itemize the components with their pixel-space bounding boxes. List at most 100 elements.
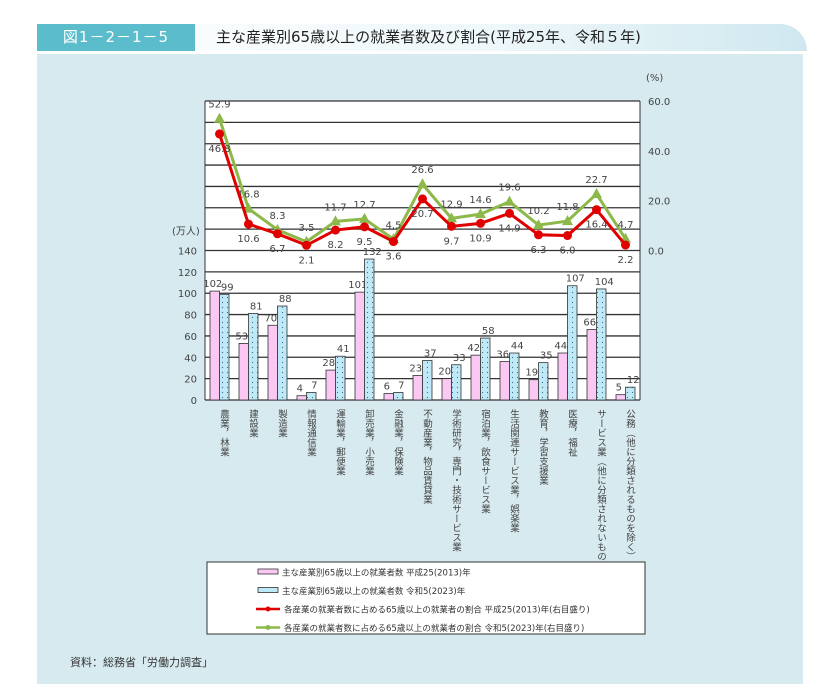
ratio-2013-label: 8.2	[328, 240, 344, 251]
ratio-2013-point	[592, 205, 601, 215]
bar-2023-label: 88	[279, 294, 292, 305]
bar-2023	[277, 305, 288, 401]
category-label: 建設業	[247, 408, 259, 438]
legend-label: 各産業の就業者数に占める65歳以上の就業者の割合 平成25(2013)年(右目盛…	[284, 605, 590, 616]
ratio-2013-point	[505, 208, 514, 218]
bar-2023	[306, 392, 317, 401]
bar-2023	[219, 293, 230, 401]
bar-2023	[509, 352, 520, 401]
ratio-2013-point	[476, 218, 485, 228]
left-tick-label: 120	[178, 268, 197, 279]
legend-marker	[265, 606, 271, 612]
legend-label: 主な産業別65歳以上の就業者数 平成25(2013)年	[282, 568, 471, 579]
bar-2013	[528, 379, 539, 401]
right-tick-label: 20.0	[648, 197, 670, 208]
bar-2023	[538, 362, 549, 401]
ratio-2013-label: 6.7	[270, 244, 286, 255]
bar-2023-label: 12	[627, 375, 640, 386]
ratio-2023-point	[359, 212, 370, 223]
bar-2013	[354, 291, 365, 401]
ratio-2013-label: 20.7	[411, 209, 433, 220]
ratio-2023-label: 52.9	[208, 100, 230, 111]
bar-2023-label: 99	[221, 282, 234, 293]
bar-2013-label: 53	[235, 331, 248, 342]
ratio-2023-label: 3.5	[299, 223, 315, 234]
category-label: 運輸業，郵便業	[334, 409, 346, 476]
bar-2013	[441, 378, 452, 401]
ratio-2023-label: 16.8	[237, 190, 259, 201]
ratio-2023-point	[562, 215, 573, 226]
bar-2013	[412, 375, 423, 401]
ratio-2013-point	[273, 229, 282, 239]
figure-number: 図1－2－1－5	[37, 24, 195, 51]
bar-2023-label: 44	[511, 341, 524, 352]
bar-2023	[451, 364, 462, 401]
bar-2013-label: 6	[384, 382, 390, 393]
source-note: 資料：総務省「労働力調査」	[70, 656, 213, 669]
bar-2013-label: 102	[203, 279, 222, 290]
bar-2023-label: 107	[566, 274, 585, 285]
ratio-2023-label: 14.6	[469, 195, 491, 206]
legend-marker	[265, 625, 271, 630]
legend-label: 主な産業別65歳以上の就業者数 令和5(2023)年	[282, 586, 466, 597]
ratio-2023-point	[243, 202, 254, 213]
bar-2013-label: 66	[583, 318, 596, 329]
chart-title: 主な産業別65歳以上の就業者数及び割合(平成25年、令和５年)	[216, 28, 641, 46]
bar-2023	[364, 258, 375, 401]
ratio-2013-point	[302, 240, 311, 250]
bar-2023	[567, 285, 578, 401]
ratio-2023-label: 10.2	[527, 206, 549, 217]
ratio-2023-point	[504, 195, 515, 206]
ratio-2013-point	[534, 230, 543, 240]
legend-swatch	[257, 568, 279, 575]
ratio-2023-point	[214, 112, 225, 123]
left-tick-label: 60	[184, 332, 197, 343]
bar-2023-label: 7	[311, 381, 317, 392]
ratio-2013-point	[389, 237, 398, 247]
bar-2013-label: 101	[348, 280, 367, 291]
right-axis-unit: (%)	[646, 73, 663, 84]
category-label: 不動産業，物品賃貸業	[421, 409, 433, 505]
ratio-2013-label: 14.9	[498, 223, 520, 234]
bar-2013-label: 28	[322, 358, 335, 369]
ratio-2013-point	[447, 221, 456, 231]
ratio-2013-label: 9.5	[357, 237, 373, 248]
ratio-2023-point	[446, 212, 457, 223]
ratio-2013-point	[621, 240, 630, 250]
ratio-2013-label: 2.1	[299, 255, 315, 266]
bar-2023-label: 81	[250, 302, 263, 313]
bar-2023-label: 33	[453, 353, 466, 364]
left-tick-label: 80	[184, 311, 197, 322]
category-label: 金融業，保険業	[392, 408, 404, 476]
ratio-2023-label: 8.3	[270, 211, 286, 222]
bar-2023	[625, 386, 636, 401]
ratio-2013-point	[244, 219, 253, 229]
bar-2023	[422, 360, 433, 401]
bar-2013-label: 36	[496, 350, 509, 361]
left-tick-label: 0	[191, 396, 197, 407]
bar-2013	[325, 369, 336, 401]
left-tick-label: 40	[184, 353, 197, 364]
category-label: 学術研究，専門・技術サービス業	[450, 408, 462, 552]
bar-2013	[557, 352, 568, 401]
ratio-2013-point	[360, 222, 369, 232]
category-label: 卸売業，小売業	[363, 408, 375, 476]
category-label: 生活関連サービス業，娯楽業	[508, 408, 520, 533]
ratio-2023-label: 26.6	[411, 165, 433, 176]
ratio-2023-label: 12.9	[440, 199, 462, 210]
ratio-2023-label: 4.5	[386, 220, 402, 231]
bar-2013-label: 5	[616, 383, 622, 394]
bar-2023	[393, 392, 404, 401]
category-label: 医療，福祉	[566, 409, 578, 457]
ratio-2013-label: 6.0	[560, 246, 576, 257]
ratio-2013-label: 16.4	[585, 220, 607, 231]
bar-2013	[470, 354, 481, 401]
left-axis-unit: (万人)	[172, 226, 200, 238]
bar-2013-label: 70	[264, 313, 277, 324]
bar-2013-label: 4	[297, 384, 303, 395]
ratio-2023-label: 12.7	[353, 200, 375, 211]
ratio-2023-point	[475, 208, 486, 219]
category-label: 宿泊業，飲食サービス業	[479, 408, 491, 514]
ratio-2013-point	[215, 129, 224, 139]
